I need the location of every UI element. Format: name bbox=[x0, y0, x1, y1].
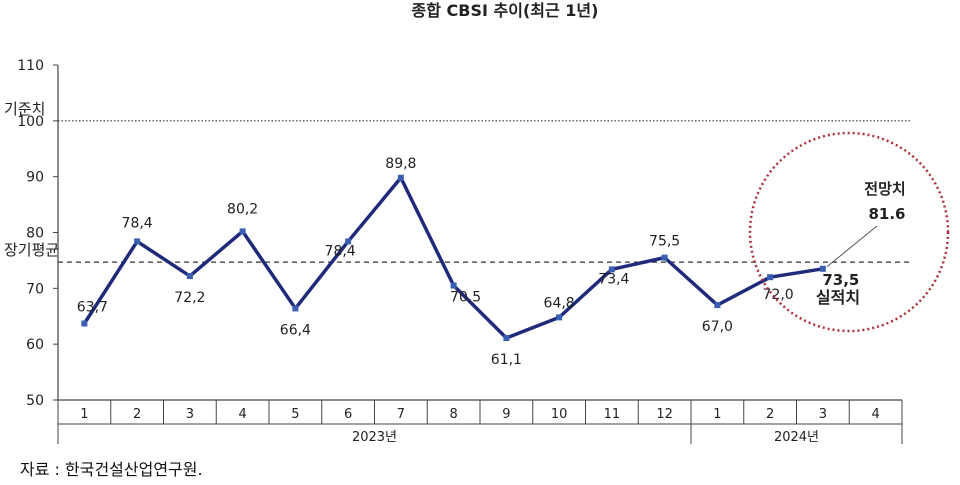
data-label: 63,7 bbox=[77, 300, 108, 316]
data-label: 80,2 bbox=[227, 201, 258, 217]
y-tick-label: 80 bbox=[26, 226, 44, 242]
year-label: 2023년 bbox=[352, 430, 397, 445]
x-tick-label: 1 bbox=[80, 407, 88, 422]
reference-line-label: 장기평균 bbox=[4, 241, 59, 259]
x-tick-label: 10 bbox=[551, 407, 568, 422]
x-tick-label: 7 bbox=[397, 407, 405, 422]
data-label: 89,8 bbox=[385, 156, 416, 172]
y-tick-label: 70 bbox=[26, 281, 44, 297]
data-point bbox=[503, 335, 510, 342]
data-point bbox=[819, 265, 826, 272]
data-point bbox=[714, 302, 721, 309]
x-tick-label: 11 bbox=[604, 407, 621, 422]
year-label: 2024년 bbox=[774, 430, 819, 445]
data-point bbox=[556, 314, 563, 321]
y-axis: 50 60 70 80 90 100 110 bbox=[17, 58, 59, 409]
forecast-label: 전망치 bbox=[864, 180, 905, 198]
highlight-circle bbox=[748, 131, 950, 333]
data-point bbox=[661, 254, 668, 261]
data-point bbox=[767, 274, 774, 281]
actual-label: 실적치 bbox=[816, 288, 860, 307]
data-label: 75,5 bbox=[649, 234, 680, 250]
forecast-leader-line bbox=[826, 225, 878, 268]
y-tick-label: 90 bbox=[26, 170, 44, 186]
data-label: 72,2 bbox=[174, 290, 205, 306]
data-label: 73,4 bbox=[598, 271, 629, 287]
data-point bbox=[608, 266, 615, 273]
x-tick-label: 1 bbox=[713, 407, 721, 422]
x-tick-label: 5 bbox=[291, 407, 299, 422]
data-point bbox=[345, 238, 352, 245]
y-tick-label: 100 bbox=[17, 114, 44, 130]
x-tick-label: 12 bbox=[656, 407, 673, 422]
data-label: 67,0 bbox=[702, 319, 733, 335]
data-labels: 63,7 78,4 72,2 80,2 66,4 78,4 89,8 70,5 61,1 64,8… bbox=[77, 156, 860, 368]
source-note: 자료 : 한국건설산업연구원. bbox=[20, 460, 203, 479]
data-label: 70,5 bbox=[450, 290, 481, 306]
data-point bbox=[81, 320, 88, 327]
data-label: 66,4 bbox=[280, 322, 311, 338]
data-label: 61,1 bbox=[491, 352, 522, 368]
x-tick-label: 6 bbox=[344, 407, 352, 422]
data-point bbox=[134, 238, 141, 245]
data-point bbox=[186, 273, 193, 280]
forecast-value: 81.6 bbox=[868, 205, 905, 223]
data-label: 64,8 bbox=[544, 295, 575, 311]
y-tick-label: 60 bbox=[26, 337, 44, 353]
x-tick-label: 8 bbox=[449, 407, 457, 422]
data-point bbox=[292, 305, 299, 312]
data-label: 73,5 bbox=[822, 271, 859, 289]
series-line bbox=[81, 174, 826, 342]
x-tick-label: 4 bbox=[238, 407, 246, 422]
data-point bbox=[239, 228, 246, 235]
data-point bbox=[450, 282, 457, 289]
series-path bbox=[82, 176, 824, 340]
reference-line-label: 기준치 bbox=[4, 100, 45, 118]
x-tick-label: 4 bbox=[871, 407, 879, 422]
x-tick-label: 9 bbox=[502, 407, 510, 422]
chart-title: 종합 CBSI 추이(최근 1년) bbox=[412, 1, 599, 20]
x-tick-label: 3 bbox=[819, 407, 827, 422]
forecast-annotation: 전망치 81.6 실적치 bbox=[748, 131, 950, 333]
data-label: 78,4 bbox=[325, 243, 356, 259]
data-point bbox=[397, 174, 404, 181]
x-tick-label: 2 bbox=[766, 407, 774, 422]
data-label: 72,0 bbox=[763, 287, 794, 303]
x-tick-label: 2 bbox=[133, 407, 141, 422]
y-tick-label: 50 bbox=[26, 393, 44, 409]
x-tick-label: 3 bbox=[186, 407, 194, 422]
y-tick-label: 110 bbox=[17, 58, 44, 74]
data-label: 78,4 bbox=[122, 215, 153, 231]
